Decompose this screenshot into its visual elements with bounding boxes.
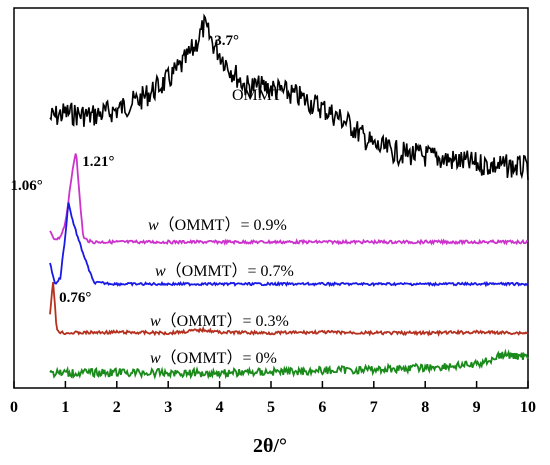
series-line-3	[49, 282, 529, 337]
series-line-4	[49, 348, 529, 380]
label-w0: w（OMMT）= 0%	[150, 349, 277, 367]
x-tick-label-5: 5	[267, 399, 275, 416]
x-tick-label-9: 9	[473, 399, 481, 416]
x-tick-label-6: 6	[318, 399, 326, 416]
x-tick-label-0: 0	[10, 399, 18, 416]
annotation-09-peak: 1.21°	[82, 154, 114, 170]
x-axis-label: 2θ/°	[253, 435, 287, 457]
label-w07: w（OMMT）= 0.7%	[155, 262, 294, 280]
series-line-1	[49, 153, 529, 246]
x-tick-label-2: 2	[113, 399, 121, 416]
x-axis-ticks: 0 1 2 3 4 5 6 7 8 9 10	[10, 381, 536, 416]
peak-annotations: 3.7° 1.21° 1.06° 0.76°	[11, 33, 239, 306]
x-tick-label-3: 3	[164, 399, 172, 416]
label-ommt: OMMT	[232, 87, 282, 104]
label-w09: w（OMMT）= 0.9%	[148, 216, 287, 234]
x-tick-label-4: 4	[216, 399, 224, 416]
annotation-07-peak: 1.06°	[11, 178, 43, 194]
x-tick-label-10: 10	[520, 399, 536, 416]
series-line-2	[49, 202, 529, 288]
x-tick-label-7: 7	[370, 399, 378, 416]
label-w03: w（OMMT）= 0.3%	[150, 312, 289, 330]
series-layer	[49, 13, 529, 380]
series-line-0	[49, 13, 529, 181]
x-tick-label-1: 1	[61, 399, 69, 416]
annotation-ommt-peak: 3.7°	[214, 33, 239, 49]
annotation-03-peak: 0.76°	[59, 290, 91, 306]
x-tick-label-8: 8	[421, 399, 429, 416]
